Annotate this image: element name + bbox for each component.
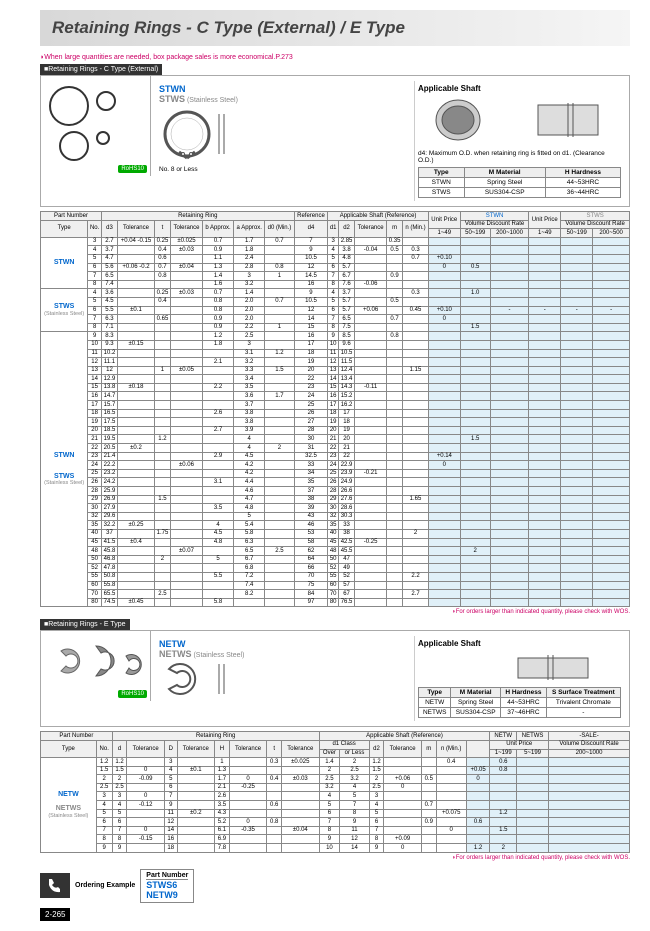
product-image-e: RoHS10 — [41, 631, 151, 701]
shaft-note: d4: Maximum O.D. when retaining ring is … — [418, 150, 621, 164]
main-table-2: Part Number Retaining Ring Applicable Sh… — [40, 731, 630, 852]
material-table-2: TypeM MaterialH HardnessS Surface Treatm… — [418, 687, 621, 718]
main-table-1: Part Number Retaining Ring Reference App… — [40, 211, 630, 607]
top-note: ◗When large quantities are needed, box p… — [40, 54, 630, 61]
code-stwn: STWN — [159, 84, 186, 94]
page-title: Retaining Rings - C Type (External) / E … — [52, 18, 618, 38]
code-netw: NETW — [159, 639, 186, 649]
type-cell: STWN — [41, 237, 88, 289]
ring-diagram — [159, 104, 239, 164]
type-cell-2: NETWNETWS(Stainless Steel) — [41, 758, 97, 853]
page-number: 2-265 — [40, 908, 70, 921]
ering-diagram — [159, 659, 259, 699]
type-cell: STWS(Stainless Steel) — [41, 289, 88, 332]
shaft-diagram-2 — [418, 650, 608, 685]
diag-note: No. 8 or Less — [159, 166, 411, 173]
note-ref: P.273 — [275, 54, 292, 61]
code-stws: STWS — [159, 94, 185, 104]
code-netws: NETWS — [159, 649, 192, 659]
ordering-example: Ordering Example Part Number STWS6 NETW9 — [40, 869, 630, 903]
product-image-c: RoHS10 — [41, 76, 151, 176]
rohs-badge-2: RoHS10 — [118, 690, 147, 698]
shaft-title: Applicable Shaft — [418, 84, 621, 93]
type-cell: STWNSTWS(Stainless Steel) — [41, 332, 88, 607]
material-table-1: TypeM MaterialH Hardness STWNSpring Stee… — [418, 167, 621, 198]
section-e-type: ■Retaining Rings - E Type RoHS10 NETW NE… — [40, 619, 630, 860]
rohs-badge: RoHS10 — [118, 165, 147, 173]
shaft-title-2: Applicable Shaft — [418, 639, 621, 648]
footnote-2: ◗For orders larger than indicated quanti… — [40, 855, 630, 861]
footnote-1: ◗For orders larger than indicated quanti… — [40, 609, 630, 615]
phone-icon — [40, 873, 70, 898]
section-c-type: ■Retaining Rings - C Type (External) RoH… — [40, 64, 630, 615]
section1-header: ■Retaining Rings - C Type (External) — [40, 64, 162, 75]
section2-header: ■Retaining Rings - E Type — [40, 619, 130, 630]
shaft-diagram — [418, 95, 608, 145]
page-title-bar: Retaining Rings - C Type (External) / E … — [40, 10, 630, 46]
